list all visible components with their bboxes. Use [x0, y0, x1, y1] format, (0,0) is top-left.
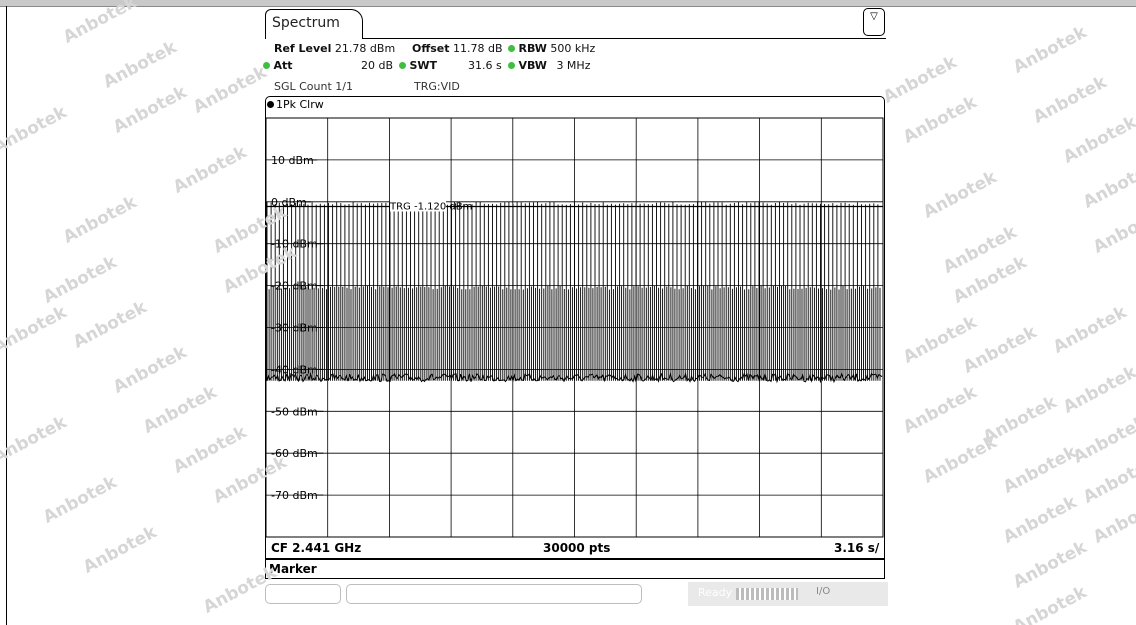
y-tick-label: -50 dBm	[271, 405, 318, 418]
ready-text: Ready	[698, 586, 733, 599]
vbw-value: 3 MHz	[556, 59, 591, 72]
trace-indicator-icon	[267, 101, 274, 108]
watermark-text: Anbotek	[919, 432, 1001, 488]
att-value: 20 dB	[361, 59, 394, 72]
watermark-text: Anbotek	[59, 192, 141, 248]
watermark-text: Anbotek	[39, 252, 121, 308]
trace-label-text: 1Pk Clrw	[276, 98, 324, 111]
io-indicator: I/O	[816, 586, 831, 597]
watermark-text: Anbotek	[169, 142, 251, 198]
watermark-text: Anbotek	[1089, 202, 1136, 258]
watermark-text: Anbotek	[919, 167, 1001, 223]
watermark-text: Anbotek	[1059, 112, 1136, 168]
trigger-mode: TRG:VID	[414, 80, 460, 93]
rbw-indicator-icon	[508, 45, 515, 52]
y-tick-label: -10 dBm	[271, 238, 318, 251]
swt-readout: SWT	[399, 59, 437, 72]
watermark-text: Anbotek	[999, 442, 1081, 498]
trace-burst-lines	[266, 201, 881, 381]
watermark-text: Anbotek	[99, 37, 181, 93]
spectrum-window: Spectrum ▽ Ref Level 21.78 dBm Offset 11…	[260, 6, 888, 625]
watermark-text: Anbotek	[59, 0, 141, 48]
trigger-level-label: TRG -1.120 dBm	[389, 201, 472, 212]
tab-spectrum[interactable]: Spectrum	[265, 9, 363, 39]
rbw-value: 500 kHz	[550, 42, 596, 55]
y-tick-label: -20 dBm	[271, 280, 318, 293]
status-progress-field	[346, 584, 642, 604]
ref-level-readout: Ref Level 21.78 dBm	[274, 42, 395, 55]
watermark-text: Anbotek	[979, 392, 1061, 448]
offset-readout: Offset 11.78 dB	[412, 42, 503, 55]
y-tick-label: -70 dBm	[271, 489, 318, 502]
watermark-text: Anbotek	[939, 222, 1021, 278]
vbw-label: VBW	[518, 59, 547, 72]
marker-table-header[interactable]: Marker	[265, 559, 885, 579]
watermark-text: Anbotek	[899, 92, 981, 148]
y-tick-label: 0 dBm	[271, 196, 307, 209]
status-box-1	[265, 584, 341, 604]
watermark-text: Anbotek	[1009, 22, 1091, 78]
rbw-label: RBW	[518, 42, 547, 55]
watermark-text: Anbotek	[1009, 537, 1091, 593]
watermark-text: Anbotek	[879, 52, 961, 108]
y-tick-label: -60 dBm	[271, 447, 318, 460]
watermark-text: Anbotek	[69, 297, 151, 353]
trigger-label-bg	[390, 197, 446, 212]
att-indicator-icon	[263, 62, 270, 69]
vbw-indicator-icon	[508, 62, 515, 69]
watermark-text: Anbotek	[1029, 72, 1111, 128]
center-frequency: CF 2.441 GHz	[271, 541, 362, 555]
watermark-text: Anbotek	[189, 62, 271, 118]
watermark-text: Anbotek	[999, 492, 1081, 548]
watermark-text: Anbotek	[79, 522, 161, 578]
watermark-text: Anbotek	[1059, 362, 1136, 418]
watermark-text: Anbotek	[949, 252, 1031, 308]
ref-level-value: 21.78 dBm	[334, 42, 396, 55]
sweep-points: 30000 pts	[543, 541, 611, 555]
watermark-text: Anbotek	[139, 382, 221, 438]
watermark-text: Anbotek	[1089, 492, 1136, 548]
watermark-text: Anbotek	[899, 312, 981, 368]
y-tick-label: -30 dBm	[271, 322, 318, 335]
y-tick-label: 10 dBm	[271, 154, 314, 167]
watermark-text: Anbotek	[899, 382, 981, 438]
sgl-count: SGL Count 1/1	[274, 80, 353, 93]
swt-label: SWT	[409, 59, 438, 72]
watermark-text: Anbotek	[1079, 452, 1136, 508]
ready-progress-bar	[736, 588, 798, 600]
watermark-text: Anbotek	[109, 82, 191, 138]
watermark-text: Anbotek	[1009, 582, 1091, 625]
watermark-text: Anbotek	[169, 422, 251, 478]
watermark-text: Anbotek	[1069, 412, 1136, 468]
swt-indicator-icon	[399, 62, 406, 69]
att-readout: Att	[263, 59, 293, 72]
top-frame-bar	[0, 0, 1136, 7]
trace-noise-floor	[266, 371, 883, 384]
ref-level-label: Ref Level	[274, 42, 332, 55]
tab-divider	[363, 38, 886, 39]
watermark-text: Anbotek	[0, 412, 71, 468]
watermark-text: Anbotek	[0, 302, 71, 358]
offset-value: 11.78 dB	[453, 42, 503, 55]
vbw-readout: VBW 3 MHz	[508, 59, 590, 72]
swt-value: 31.6 s	[468, 59, 502, 72]
watermark-text: Anbotek	[959, 322, 1041, 378]
offset-label: Offset	[412, 42, 450, 55]
time-per-division: 3.16 s/	[834, 541, 880, 555]
watermark-text: Anbotek	[39, 472, 121, 528]
watermark-text: Anbotek	[1079, 157, 1136, 213]
trace-label: 1Pk Clrw	[267, 98, 324, 111]
watermark-text: Anbotek	[0, 102, 71, 158]
trace-menu-glyph: ▽	[870, 11, 878, 22]
rbw-readout: RBW 500 kHz	[508, 42, 595, 55]
left-frame-line	[6, 6, 7, 625]
watermark-text: Anbotek	[109, 342, 191, 398]
att-label: Att	[273, 59, 293, 72]
watermark-text: Anbotek	[1049, 302, 1131, 358]
trace-menu-icon[interactable]: ▽	[863, 8, 885, 36]
